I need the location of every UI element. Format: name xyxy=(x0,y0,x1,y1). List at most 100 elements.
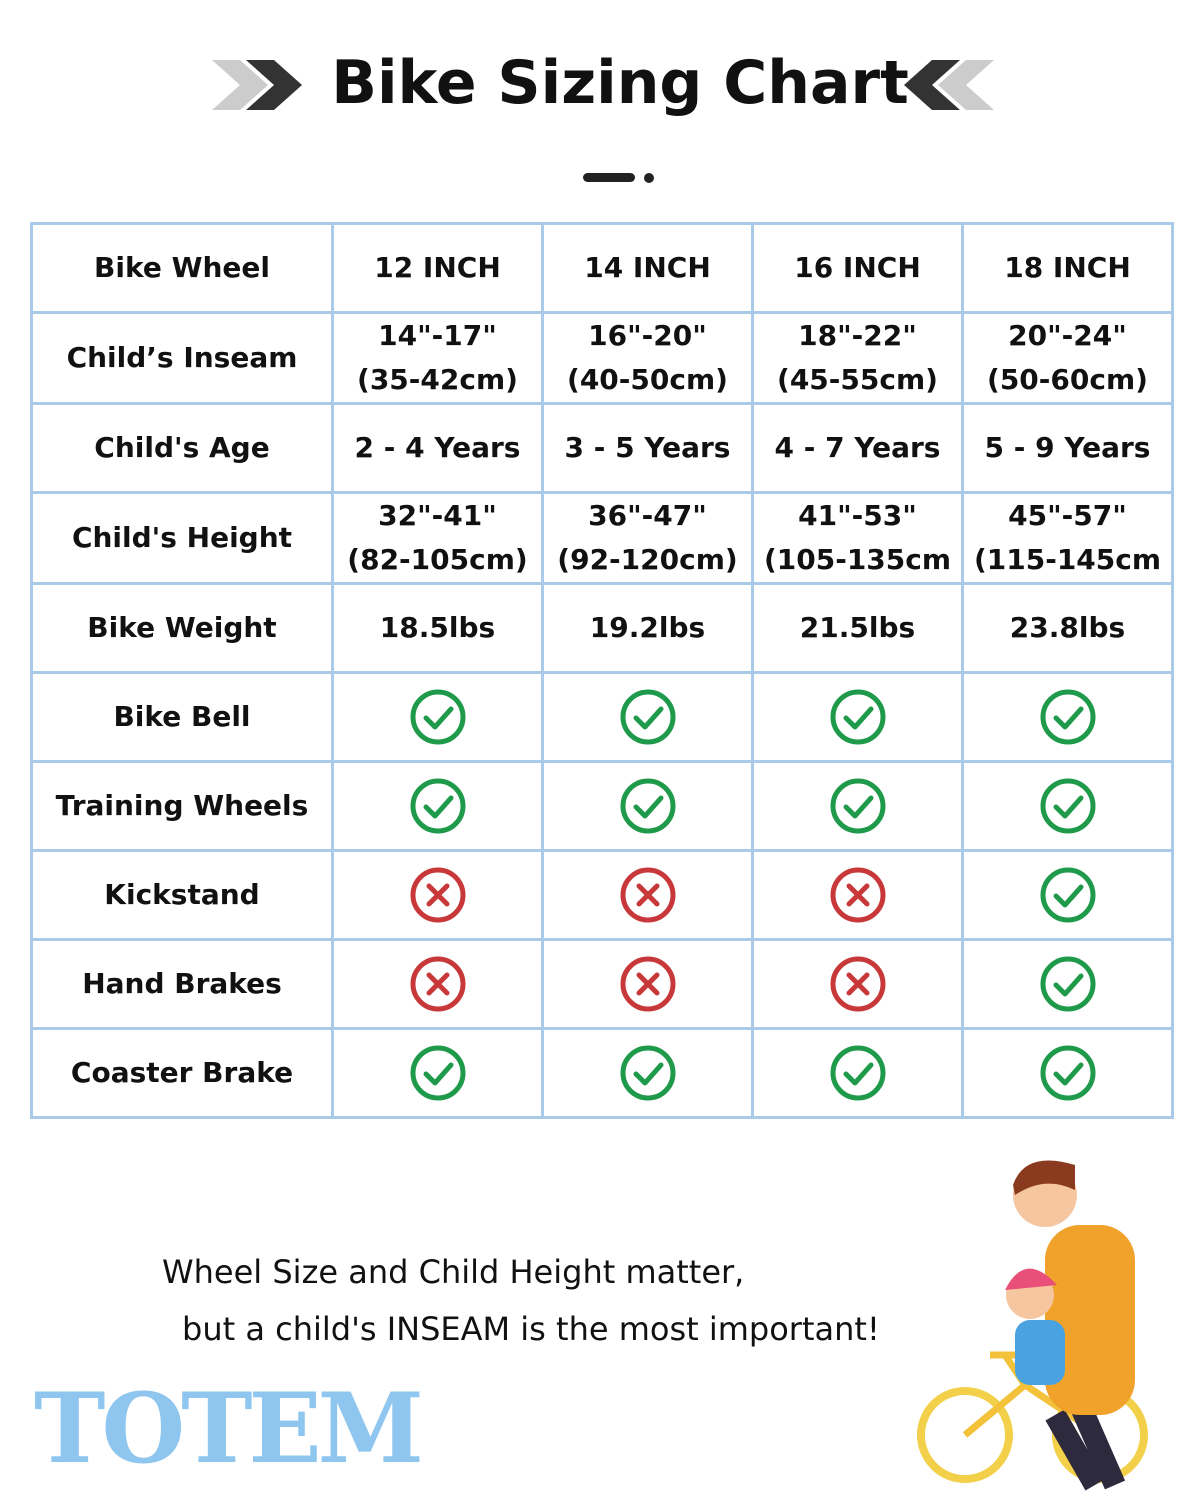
cell: 18"-22" (45-55cm) xyxy=(751,311,964,405)
row-header: Bike Weight xyxy=(30,582,334,674)
cell xyxy=(541,671,754,763)
check-icon xyxy=(410,1045,465,1101)
table-row: Bike Bell xyxy=(30,671,1174,763)
cell xyxy=(961,938,1174,1030)
note-line: but a child's INSEAM is the most importa… xyxy=(182,1310,880,1348)
table-row: Training Wheels xyxy=(30,760,1174,852)
cell-line: (45-55cm) xyxy=(777,363,938,396)
table-row: Coaster Brake xyxy=(30,1027,1174,1119)
check-icon xyxy=(1040,1045,1095,1101)
row-header: Child's Height xyxy=(30,491,334,585)
sizing-table: Bike Wheel 12 INCH 14 INCH 16 INCH 18 INCH Ch… xyxy=(30,222,1174,1119)
cell xyxy=(751,671,964,763)
header-decor xyxy=(212,60,994,183)
cell-line: (105-135cm xyxy=(763,543,952,576)
cell: 5 - 9 Years xyxy=(961,402,1174,494)
cross-icon xyxy=(410,867,465,923)
cell-line: 32"-41" xyxy=(378,499,497,532)
cell: 41"-53" (105-135cm xyxy=(751,491,964,585)
cell: 2 - 4 Years xyxy=(331,402,544,494)
cell-line: 41"-53" xyxy=(798,499,917,532)
check-icon xyxy=(1040,778,1095,834)
cell: 21.5lbs xyxy=(751,582,964,674)
cell: 45"-57" (115-145cm xyxy=(961,491,1174,585)
cell-line: 45"-57" xyxy=(1008,499,1127,532)
cell xyxy=(541,938,754,1030)
cell xyxy=(961,760,1174,852)
cell xyxy=(751,938,964,1030)
cell xyxy=(961,849,1174,941)
cell xyxy=(751,1027,964,1119)
cell: 14 INCH xyxy=(541,222,754,314)
cell: 32"-41" (82-105cm) xyxy=(331,491,544,585)
check-icon xyxy=(1040,867,1095,923)
title: Bike Sizing Chart xyxy=(331,48,909,118)
cell xyxy=(331,760,544,852)
cell-line: 16"-20" xyxy=(588,319,707,352)
row-header: Kickstand xyxy=(30,849,334,941)
cell: 14"-17" (35-42cm) xyxy=(331,311,544,405)
cross-icon xyxy=(410,956,465,1012)
cell: 16"-20" (40-50cm) xyxy=(541,311,754,405)
row-header: Hand Brakes xyxy=(30,938,334,1030)
cross-icon xyxy=(620,956,675,1012)
cell: 19.2lbs xyxy=(541,582,754,674)
check-icon xyxy=(830,1045,885,1101)
check-icon xyxy=(410,778,465,834)
check-icon xyxy=(830,778,885,834)
check-icon xyxy=(620,1045,675,1101)
cell: 36"-47" (92-120cm) xyxy=(541,491,754,585)
cell-line: 18"-22" xyxy=(798,319,917,352)
table-row: Hand Brakes xyxy=(30,938,1174,1030)
check-icon xyxy=(1040,689,1095,745)
table-row: Child's Age 2 - 4 Years 3 - 5 Years 4 - 7 Y… xyxy=(30,402,1174,494)
cell: 20"-24" (50-60cm) xyxy=(961,311,1174,405)
illustration xyxy=(917,1160,1148,1491)
table-row: Bike Wheel 12 INCH 14 INCH 16 INCH 18 INCH xyxy=(30,222,1174,314)
check-icon xyxy=(410,689,465,745)
cell-line: (92-120cm) xyxy=(557,543,738,576)
logo: TOTEM xyxy=(34,1372,424,1485)
cross-icon xyxy=(620,867,675,923)
row-header: Child’s Inseam xyxy=(30,311,334,405)
cell xyxy=(541,1027,754,1119)
table-row: Bike Weight 18.5lbs 19.2lbs 21.5lbs 23.8lbs xyxy=(30,582,1174,674)
table-row: Child's Height 32"-41" (82-105cm) 36"-47" (9… xyxy=(30,491,1174,585)
check-icon xyxy=(620,778,675,834)
row-header: Child's Age xyxy=(30,402,334,494)
cell: 18.5lbs xyxy=(331,582,544,674)
check-icon xyxy=(830,689,885,745)
cell-line: (50-60cm) xyxy=(987,363,1148,396)
row-header: Bike Bell xyxy=(30,671,334,763)
cell: 16 INCH xyxy=(751,222,964,314)
cell xyxy=(331,671,544,763)
cell: 18 INCH xyxy=(961,222,1174,314)
cell-line: 14"-17" xyxy=(378,319,497,352)
cross-icon xyxy=(830,867,885,923)
row-header: Bike Wheel xyxy=(30,222,334,314)
cell-line: (40-50cm) xyxy=(567,363,728,396)
table-row: Child’s Inseam 14"-17" (35-42cm) 16"-20" (40… xyxy=(30,311,1174,405)
cell xyxy=(751,849,964,941)
cell xyxy=(331,1027,544,1119)
cell-line: (82-105cm) xyxy=(347,543,528,576)
cell: 4 - 7 Years xyxy=(751,402,964,494)
cell: 3 - 5 Years xyxy=(541,402,754,494)
row-header: Coaster Brake xyxy=(30,1027,334,1119)
cell-line: (35-42cm) xyxy=(357,363,518,396)
check-icon xyxy=(1040,956,1095,1012)
cell xyxy=(541,849,754,941)
cell xyxy=(331,938,544,1030)
cell xyxy=(751,760,964,852)
row-header: Training Wheels xyxy=(30,760,334,852)
cell-line: (115-145cm xyxy=(973,543,1162,576)
cell xyxy=(541,760,754,852)
cell xyxy=(961,671,1174,763)
cell-line: 20"-24" xyxy=(1008,319,1127,352)
cell-line: 36"-47" xyxy=(588,499,707,532)
cell: 12 INCH xyxy=(331,222,544,314)
check-icon xyxy=(620,689,675,745)
note-line: Wheel Size and Child Height matter, xyxy=(162,1253,745,1291)
cell xyxy=(331,849,544,941)
